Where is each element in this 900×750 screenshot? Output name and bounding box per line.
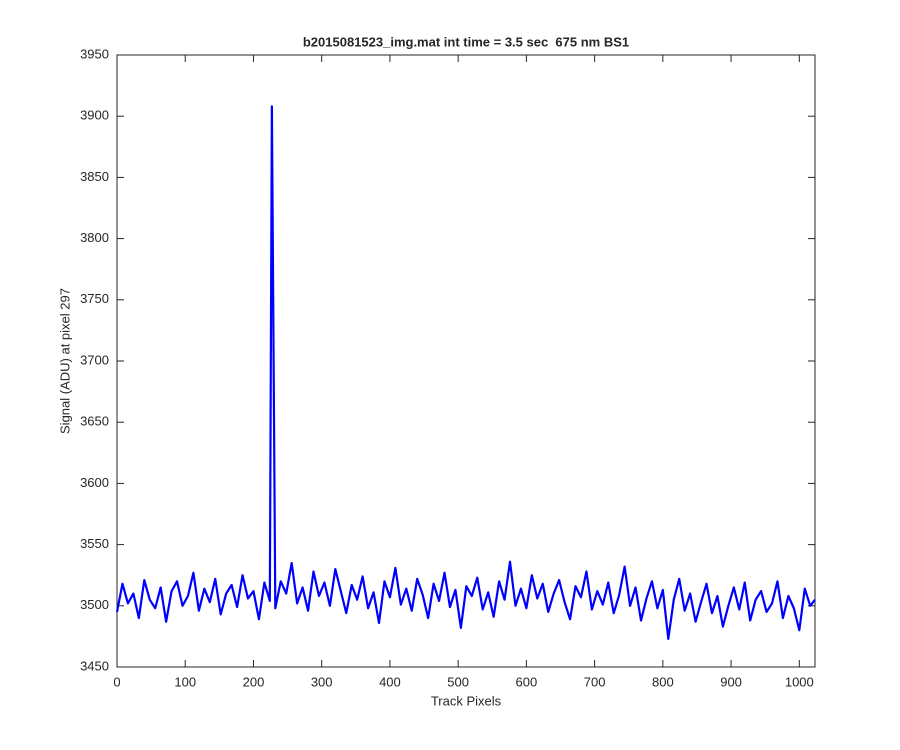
y-tick-label: 3550: [80, 536, 109, 551]
y-tick-label: 3850: [80, 169, 109, 184]
x-tick-label: 600: [516, 674, 538, 689]
y-tick-label: 3650: [80, 414, 109, 429]
x-tick-label: 100: [174, 674, 196, 689]
data-line: [115, 105, 816, 640]
y-tick-label: 3900: [80, 108, 109, 123]
y-tick-label: 3950: [80, 46, 109, 61]
x-tick-label: 400: [379, 674, 401, 689]
x-tick-label: 700: [584, 674, 606, 689]
y-tick-label: 3600: [80, 475, 109, 490]
y-tick-label: 3500: [80, 597, 109, 612]
y-axis-label: Signal (ADU) at pixel 297: [57, 288, 72, 434]
y-tick-label: 3450: [80, 658, 109, 673]
x-tick-label: 200: [243, 674, 265, 689]
y-tick-label: 3700: [80, 352, 109, 367]
x-tick-label: 300: [311, 674, 333, 689]
chart-title: b2015081523_img.mat int time = 3.5 sec 6…: [303, 34, 629, 49]
y-tick-label: 3800: [80, 230, 109, 245]
x-tick-label: 500: [447, 674, 469, 689]
x-tick-label: 1000: [785, 674, 814, 689]
y-tick-label: 3750: [80, 291, 109, 306]
x-tick-label: 0: [113, 674, 120, 689]
x-axis-label: Track Pixels: [431, 693, 502, 708]
x-tick-label: 800: [652, 674, 674, 689]
x-tick-label: 900: [720, 674, 742, 689]
